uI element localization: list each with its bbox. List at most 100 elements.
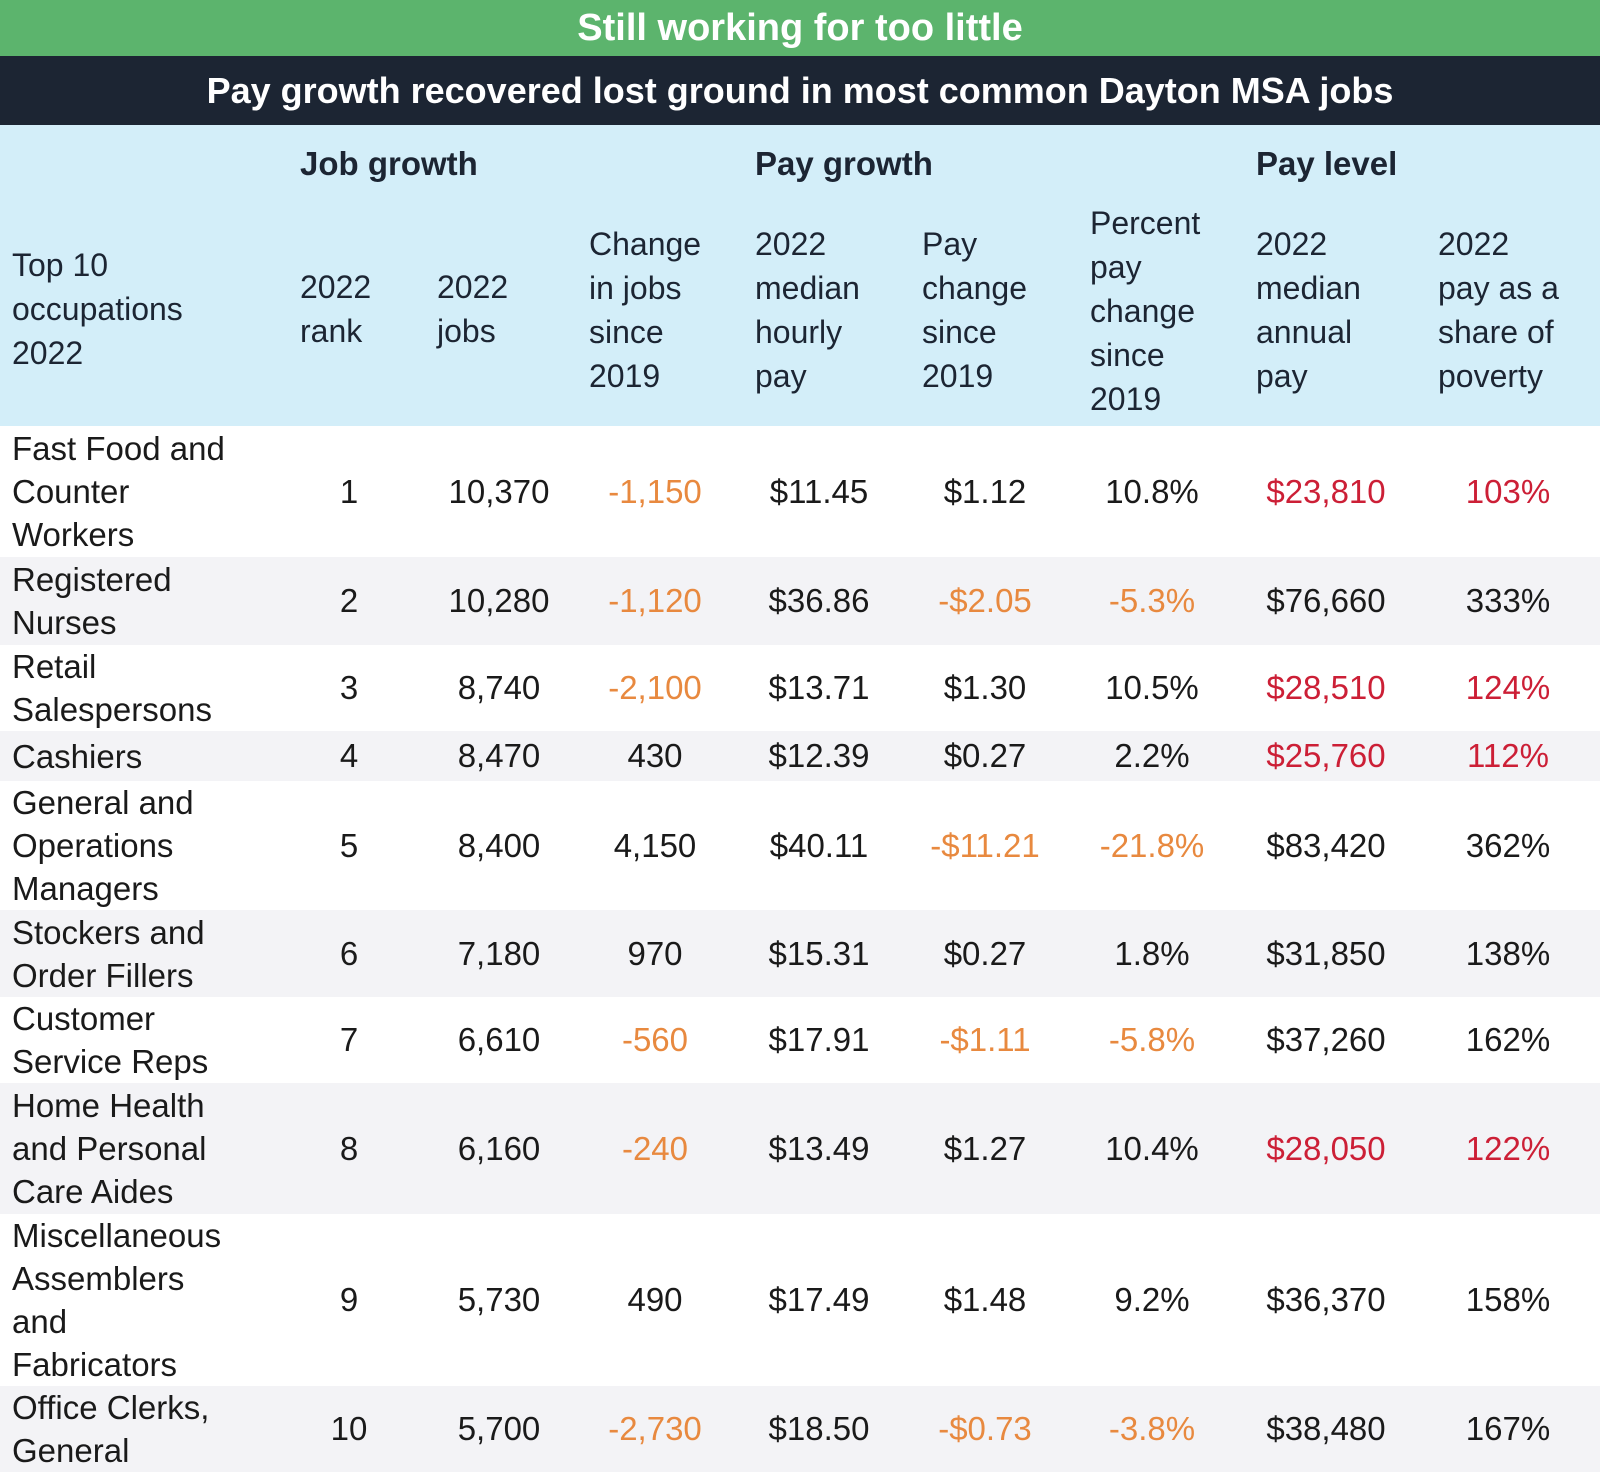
poverty-share-cell: 362% [1465,826,1551,864]
col-header-rank: 2022 rank [300,265,371,353]
col-header-line: Change [589,226,702,262]
hourly-pay-cell: $15.31 [736,910,902,997]
col-header-pct-change: Percent pay change since 2019 [1090,201,1200,421]
occupation-line: Workers [12,516,135,553]
table-header: Job growth Pay growth Pay level Top 10 o… [0,125,1600,426]
col-header-line: Pay [922,226,978,262]
rank-cell: 5 [339,826,359,864]
col-header-line: pay as a [1438,270,1559,306]
occupation-cell: Customer Service Reps [0,997,274,1083]
pct-change-cell: 9.2% [1114,1281,1190,1318]
occupation-line: Customer [12,1000,156,1037]
occupation-line: Salespersons [12,691,212,728]
hourly-pay-cell: $18.50 [736,1386,902,1472]
annual-pay-cell: $28,050 [1236,1083,1416,1214]
col-header-line: since [589,314,664,350]
col-header-line: in jobs [589,270,682,306]
annual-pay-cell: $31,850 [1236,910,1416,997]
rank-cell: 7 [339,1021,359,1058]
occupation-cell: Miscellaneous Assemblers and Fabricators [0,1214,274,1386]
rank-cell: 6 [274,910,424,997]
figure-subtitle: Pay growth recovered lost ground in most… [0,56,1600,125]
pay-change-cell: -$2.05 [902,557,1068,645]
col-header-line: 2019 [1090,381,1162,417]
pay-change-cell: $0.27 [902,731,1068,781]
pay-change-cell: -$0.73 [902,1386,1068,1472]
annual-pay-cell: $83,420 [1266,826,1386,864]
change-jobs-cell: -560 [621,1021,689,1058]
hourly-pay-cell: $13.49 [736,1083,902,1214]
col-header-annual: 2022 median annual pay [1256,222,1361,398]
col-header-line: share of [1438,314,1554,350]
occupation-line: Operations [12,827,174,864]
pct-change-cell: 2.2% [1068,731,1236,781]
col-header-line: since [922,314,997,350]
poverty-share-cell: 167% [1416,1386,1600,1472]
group-label-job-growth: Job growth [300,145,478,182]
occupation-line: General [12,1432,130,1469]
occupation-cell: Registered Nurses [0,557,274,645]
col-header-line: pay [1256,358,1308,394]
jobs-cell: 7,180 [424,910,574,997]
rank-cell: 4 [274,731,424,781]
table-row: Customer Service Reps 7 6,610 -560 $17.91 -$1.… [0,997,1600,1083]
jobs-cell: 10,370 [448,472,550,510]
change-jobs-cell: -1,150 [608,472,702,510]
pay-change-cell: $1.48 [943,1281,1027,1318]
col-header-line: change [1090,293,1195,329]
poverty-share-cell: 158% [1465,1281,1551,1318]
occupation-cell: Cashiers [0,731,274,781]
occupation-line: Fast Food and [12,430,225,467]
occupation-line: Assemblers [12,1260,185,1297]
pct-change-cell: 10.8% [1105,472,1199,510]
jobs-cell: 8,400 [457,826,541,864]
hourly-pay-cell: $36.86 [736,557,902,645]
poverty-share-cell: 138% [1416,910,1600,997]
col-header-line: 2022 [1438,226,1510,262]
occupation-line: Care Aides [12,1173,174,1210]
change-jobs-cell: 490 [627,1281,683,1318]
annual-pay-cell: $76,660 [1236,557,1416,645]
col-header-line: rank [300,313,363,349]
annual-pay-cell: $25,760 [1236,731,1416,781]
pay-change-cell: $0.27 [902,910,1068,997]
rank-cell: 10 [274,1386,424,1472]
col-header-line: poverty [1438,358,1543,394]
hourly-pay-cell: $12.39 [736,731,902,781]
table-row: General and Operations Managers 5 8,400 4,150… [0,781,1600,910]
col-header-line: 2019 [922,358,994,394]
col-header-line: Percent [1090,205,1201,241]
col-header-line: pay [1090,249,1142,285]
rank-cell: 2 [274,557,424,645]
col-header-line: median [1256,270,1361,306]
figure-title: Still working for too little [0,0,1600,56]
change-jobs-cell: 4,150 [613,826,697,864]
rank-cell: 8 [274,1083,424,1214]
col-header-line: 2022 [12,335,84,371]
occupation-line: General and [12,784,194,821]
occupation-line: Registered [12,561,172,598]
annual-pay-cell: $23,810 [1266,472,1386,510]
pct-change-cell: -5.8% [1108,1021,1196,1058]
col-header-line: since [1090,337,1165,373]
occupation-line: Miscellaneous [12,1217,222,1254]
pay-change-cell: -$1.11 [939,1021,1031,1058]
jobs-cell: 8,740 [457,669,541,706]
col-header-line: occupations [12,291,183,327]
table-row: Cashiers 4 8,470 430 $12.39 $0.27 2.2% $25,760 1… [0,731,1600,781]
col-header-line: change [922,270,1027,306]
table-row: Office Clerks, General 10 5,700 -2,730 $18.50… [0,1386,1600,1472]
jobs-cell: 10,280 [424,557,574,645]
occupation-line: Managers [12,870,159,907]
col-header-line: jobs [437,313,496,349]
jobs-cell: 6,160 [424,1083,574,1214]
occupation-cell: Home Health and Personal Care Aides [0,1083,274,1214]
hourly-pay-cell: $13.71 [768,669,870,706]
occupation-cell: General and Operations Managers [0,781,274,910]
col-header-line: hourly [755,314,843,350]
jobs-cell: 6,610 [457,1021,541,1058]
change-jobs-cell: 430 [574,731,736,781]
hourly-pay-cell: $11.45 [769,472,869,510]
poverty-share-cell: 103% [1465,472,1551,510]
